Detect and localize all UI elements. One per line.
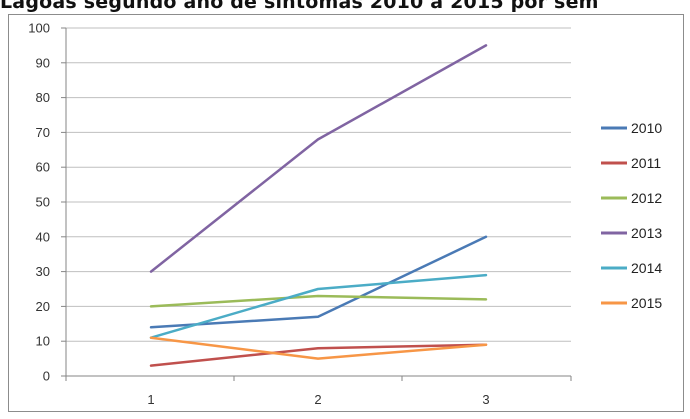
x-axis-ticks: 1 2 3 <box>65 376 572 407</box>
legend-label-2015: 2015 <box>631 295 662 311</box>
series-line-2015 <box>149 336 488 360</box>
series-line-2010 <box>149 235 488 329</box>
series-line-2013 <box>149 44 488 273</box>
y-tick-label-0: 0 <box>43 369 50 384</box>
y-tick-label-100: 100 <box>28 21 50 36</box>
legend-label-2011: 2011 <box>631 155 661 171</box>
gridlines <box>66 27 571 342</box>
y-tick-label-10: 10 <box>36 334 50 349</box>
chart-title: Lagoas segundo ano de sintomas 2010 a 20… <box>0 0 599 13</box>
series-line-2012 <box>149 294 488 308</box>
y-tick-label-50: 50 <box>36 195 50 210</box>
series-line-2014 <box>149 273 488 339</box>
legend: 2010 2011 2012 2013 2014 2015 <box>601 120 662 311</box>
x-tick-label-3: 3 <box>482 392 489 407</box>
y-tick-label-70: 70 <box>36 125 50 140</box>
y-tick-label-90: 90 <box>36 55 50 70</box>
legend-label-2013: 2013 <box>631 225 662 241</box>
chart-frame <box>8 14 684 412</box>
legend-label-2012: 2012 <box>631 190 662 206</box>
y-tick-label-80: 80 <box>36 90 50 105</box>
x-tick-label-1: 1 <box>147 392 154 407</box>
series-lines <box>149 44 488 367</box>
legend-label-2014: 2014 <box>631 260 662 276</box>
x-tick-label-2: 2 <box>314 392 321 407</box>
y-tick-label-30: 30 <box>36 264 50 279</box>
y-tick-label-40: 40 <box>36 229 50 244</box>
y-tick-label-60: 60 <box>36 160 50 175</box>
legend-label-2010: 2010 <box>631 120 662 136</box>
y-tick-label-20: 20 <box>36 299 50 314</box>
y-axis-ticks: 0 10 20 30 40 50 60 70 80 90 100 <box>28 21 66 384</box>
axes <box>65 28 571 377</box>
series-line-2011 <box>149 343 488 367</box>
